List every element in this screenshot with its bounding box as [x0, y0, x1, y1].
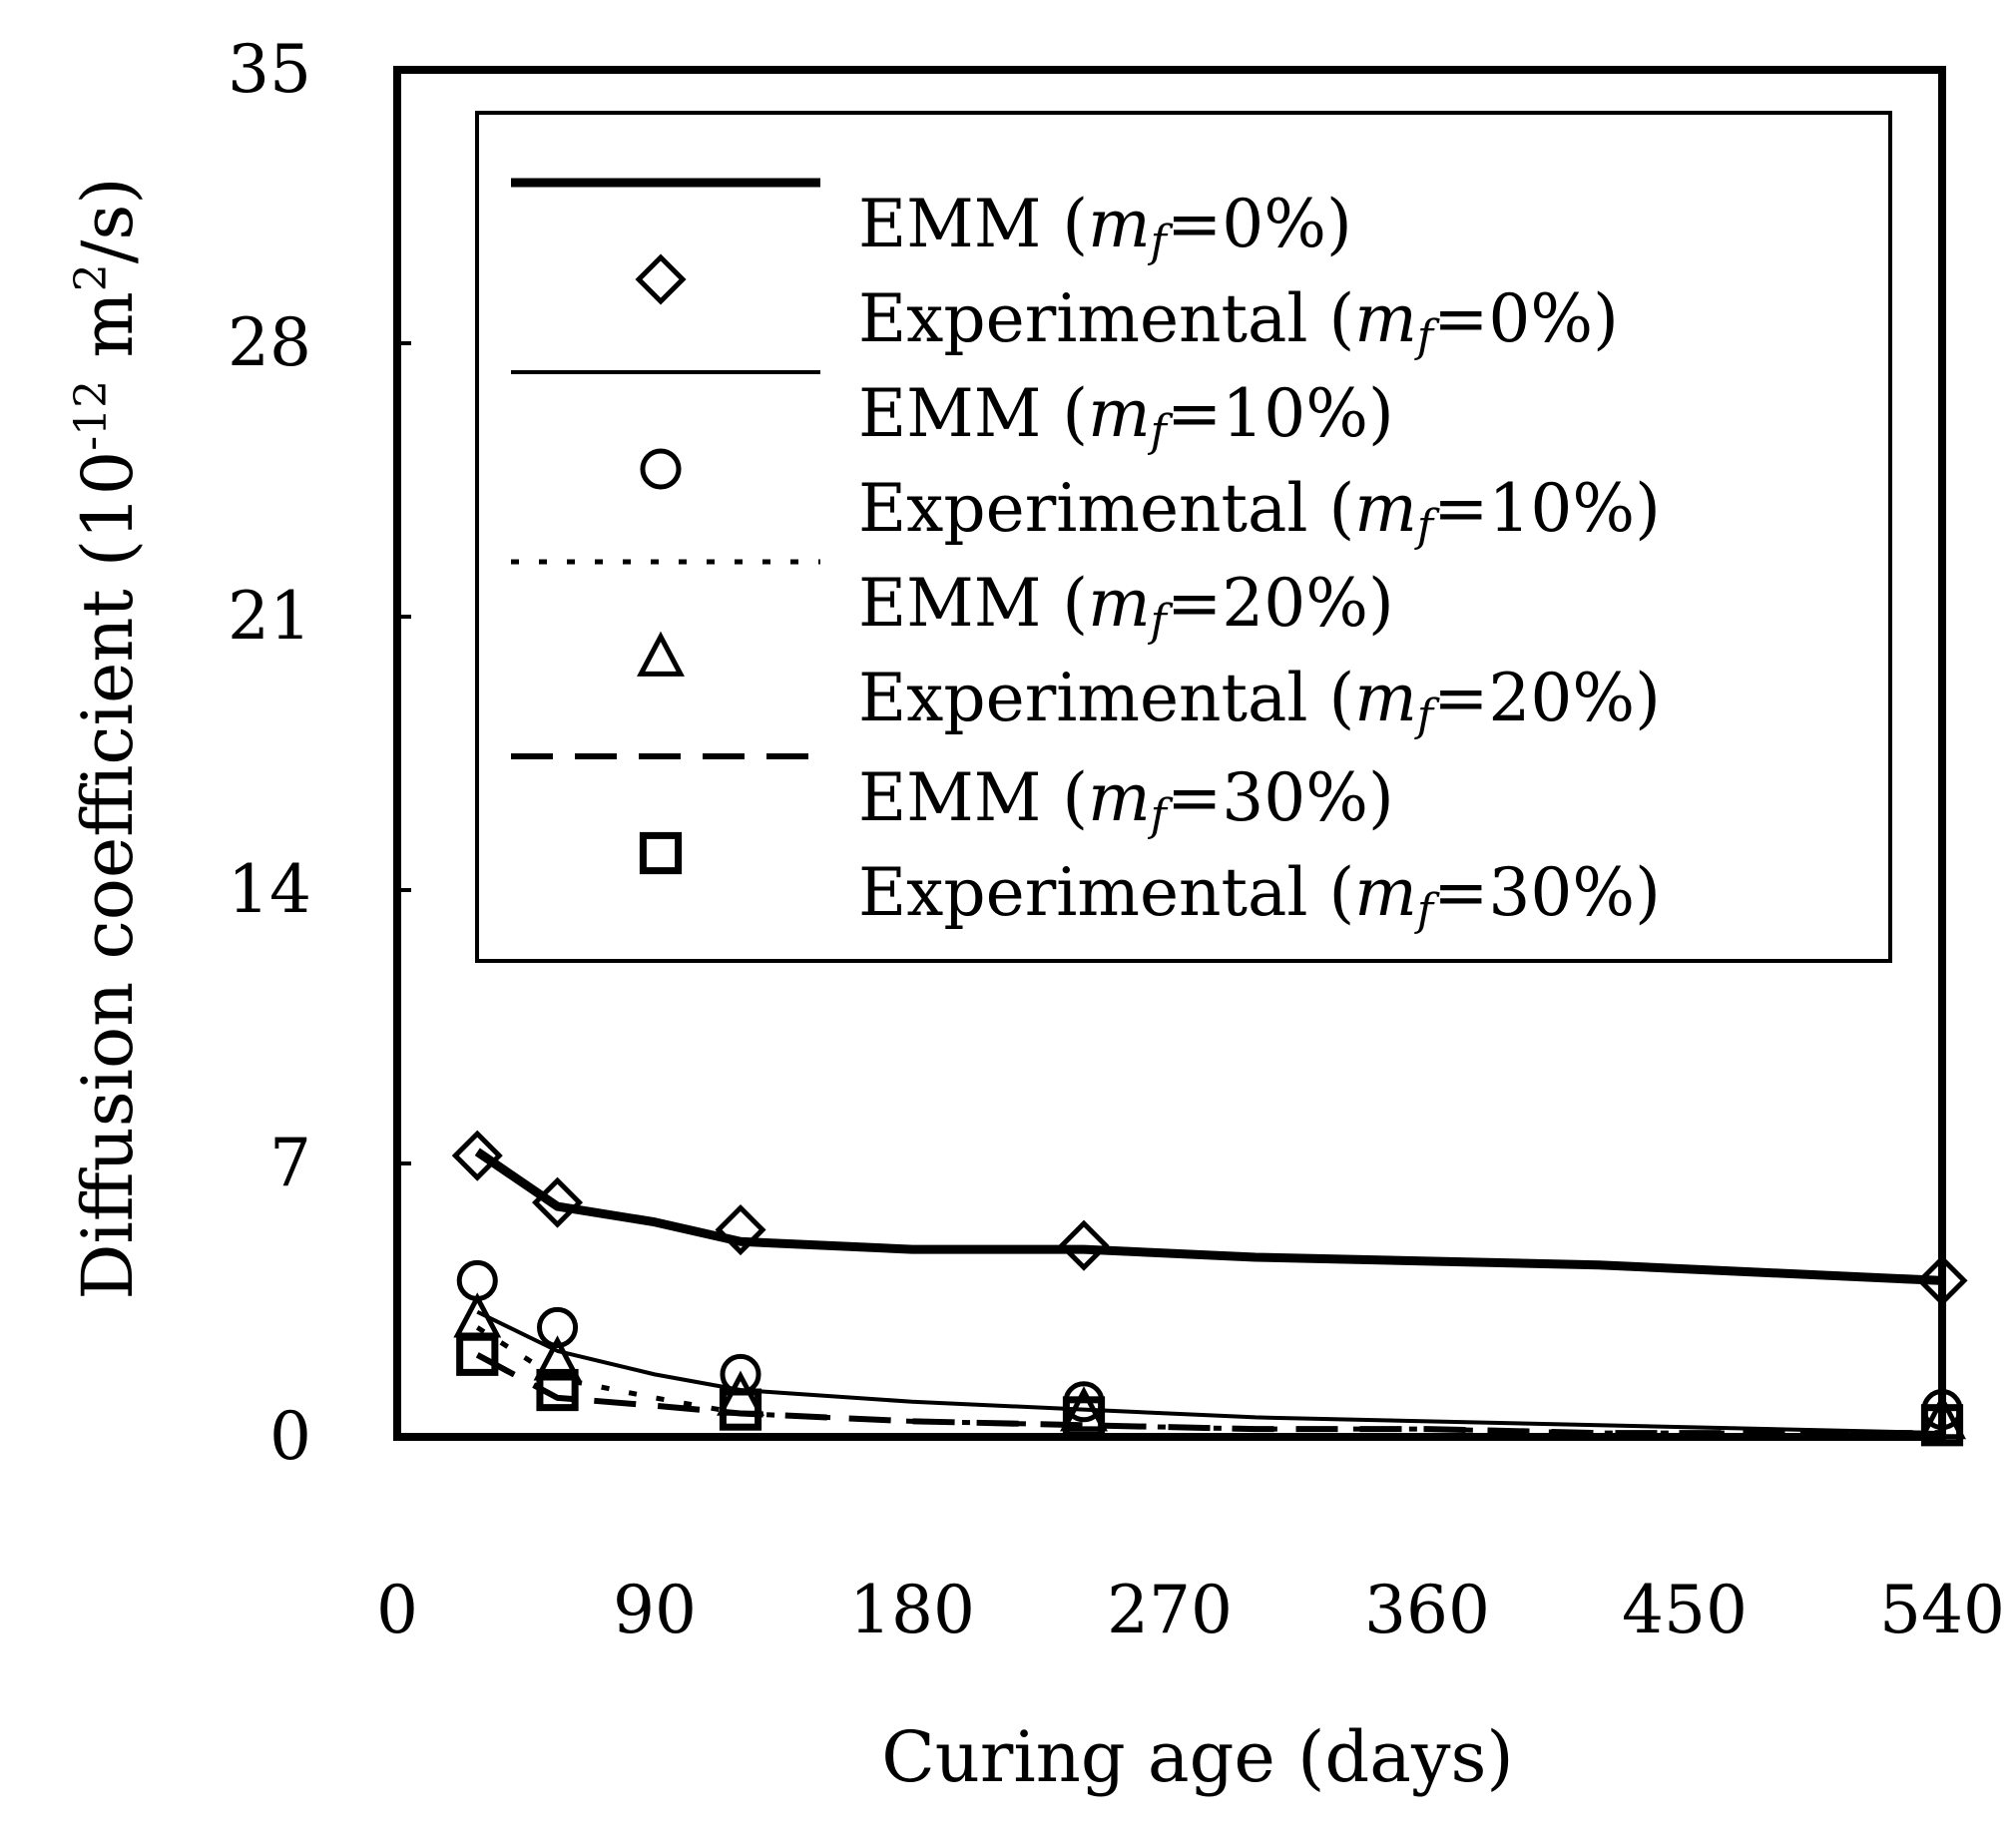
data-point-square	[536, 1368, 579, 1412]
legend-item-2: EMM (mf=10%)	[511, 370, 1394, 457]
legend-label-variable: m	[1088, 375, 1151, 452]
data-point-triangle	[1060, 1386, 1108, 1432]
y-tick-label: 21	[228, 578, 311, 655]
legend-label-prefix: Experimental (	[858, 660, 1354, 736]
data-point-diamond	[1058, 1219, 1110, 1271]
legend-label-suffix: =30%)	[1433, 854, 1661, 931]
series-6	[475, 1352, 1942, 1437]
legend-label-variable: m	[1354, 470, 1417, 547]
legend-label-variable: m	[1354, 854, 1417, 931]
x-tick-label: 90	[613, 1572, 697, 1648]
x-tick-label: 180	[849, 1572, 975, 1648]
x-tick-label: 450	[1622, 1572, 1748, 1648]
y-axis-title-end: /s)	[67, 177, 149, 263]
y-tick-label: 35	[228, 31, 311, 108]
legend-label-prefix: EMM (	[858, 565, 1088, 642]
legend-label-suffix: =20%)	[1167, 565, 1394, 642]
legend-label-suffix: =10%)	[1433, 470, 1661, 547]
y-axis-title-exponent-1: -12	[66, 380, 117, 451]
y-tick-label: 28	[228, 304, 311, 381]
x-tick-label: 0	[376, 1572, 418, 1648]
x-tick-label: 540	[1879, 1572, 2005, 1648]
series-1	[451, 1130, 1968, 1306]
legend-marker-circle	[640, 448, 682, 490]
legend-item-1: Experimental (mf=0%)	[635, 253, 1619, 362]
legend-label-variable: m	[1354, 280, 1417, 357]
y-tick-label: 14	[228, 851, 311, 928]
legend-label-prefix: EMM (	[858, 375, 1088, 452]
data-point-diamond	[451, 1130, 503, 1181]
data-point-triangle	[533, 1335, 582, 1381]
legend-item-4: EMM (mf=20%)	[511, 559, 1394, 647]
y-axis-title: Diffusion coefficient (10-12 m2/s)	[66, 177, 149, 1299]
legend-label-prefix: Experimental (	[858, 470, 1354, 547]
data-point-diamond	[531, 1176, 584, 1228]
x-tick-label: 270	[1107, 1572, 1233, 1648]
legend-label-variable: m	[1088, 565, 1151, 642]
legend-label: EMM (mf=30%)	[858, 759, 1394, 841]
y-axis-title-exponent-2: 2	[66, 263, 117, 291]
legend-marker-square	[639, 831, 683, 875]
legend-label: Experimental (mf=20%)	[858, 660, 1661, 741]
x-axis-title: Curing age (days)	[881, 1716, 1514, 1798]
y-tick-label: 7	[269, 1125, 311, 1201]
legend-label-prefix: Experimental (	[858, 280, 1354, 357]
series-0	[474, 1148, 1943, 1285]
legend-label-suffix: =0%)	[1433, 280, 1619, 357]
legend-label: EMM (mf=10%)	[858, 375, 1394, 457]
legend-box	[475, 111, 1892, 963]
legend-item-7: Experimental (mf=30%)	[639, 831, 1661, 936]
legend-marker-diamond	[635, 253, 687, 305]
legend-label-suffix: =20%)	[1433, 660, 1661, 736]
legend-label-variable: m	[1354, 660, 1417, 736]
series-line-6	[475, 1352, 1942, 1437]
data-point-square	[456, 1333, 499, 1376]
legend-label-prefix: EMM (	[858, 186, 1088, 262]
legend-label-prefix: EMM (	[858, 759, 1088, 836]
series-2	[476, 1309, 1943, 1436]
series-line-2	[476, 1309, 1943, 1436]
y-axis-title-mid: m	[67, 291, 149, 380]
data-point-diamond	[715, 1204, 766, 1256]
x-tick-label: 360	[1364, 1572, 1490, 1648]
legend-item-3: Experimental (mf=10%)	[640, 448, 1661, 552]
legend-label: Experimental (mf=30%)	[858, 854, 1661, 936]
legend-label-prefix: Experimental (	[858, 854, 1354, 931]
legend-label-suffix: =30%)	[1167, 759, 1394, 836]
y-tick-label: 0	[269, 1398, 311, 1475]
legend-label-suffix: =0%)	[1167, 186, 1352, 262]
series-line-0	[474, 1148, 1943, 1285]
legend-item-6: EMM (mf=30%)	[511, 753, 1394, 841]
legend-label: EMM (mf=20%)	[858, 565, 1394, 647]
data-point-square	[719, 1388, 762, 1431]
legend-marker-triangle	[637, 631, 685, 677]
legend-item-0: EMM (mf=0%)	[511, 178, 1352, 267]
legend-label: Experimental (mf=0%)	[858, 280, 1619, 362]
plot-frame	[393, 66, 1946, 1441]
legend-label-variable: m	[1088, 186, 1151, 262]
legend-label: EMM (mf=0%)	[858, 186, 1352, 267]
legend-label-suffix: =10%)	[1167, 375, 1394, 452]
legend-label: Experimental (mf=10%)	[858, 470, 1661, 552]
legend-label-variable: m	[1088, 759, 1151, 836]
y-axis-title-base: Diffusion coefficient (10	[67, 451, 149, 1300]
legend-item-5: Experimental (mf=20%)	[637, 631, 1661, 741]
